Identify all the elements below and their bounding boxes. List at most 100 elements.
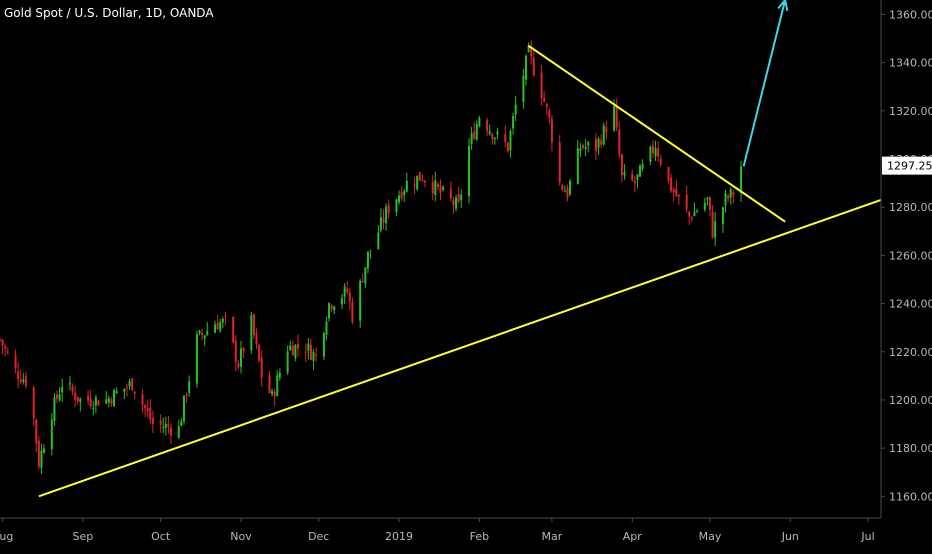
candle xyxy=(294,344,297,362)
y-tick-label: 1360.000 xyxy=(889,8,932,21)
candle xyxy=(133,391,136,400)
candle xyxy=(558,135,561,186)
candle-body xyxy=(594,138,597,151)
y-tick-label: 1260.000 xyxy=(889,249,932,262)
candle-body xyxy=(35,419,38,444)
candle-body xyxy=(582,145,585,149)
candle-body xyxy=(359,280,362,321)
candle xyxy=(296,334,299,357)
candle-body xyxy=(470,133,473,145)
candle xyxy=(1,339,4,355)
candle xyxy=(703,197,706,212)
candle-body xyxy=(291,345,294,356)
candle xyxy=(486,117,489,136)
candle xyxy=(721,206,724,234)
candle-body xyxy=(195,334,198,384)
candle-body xyxy=(92,407,95,409)
last-price-tag: 1297.256 xyxy=(882,156,932,175)
candle-body xyxy=(348,292,351,302)
x-tick-label: Mar xyxy=(542,530,563,543)
candle xyxy=(146,399,149,418)
candle xyxy=(0,338,1,343)
candle xyxy=(416,175,419,191)
candle-body xyxy=(398,195,401,203)
x-tick-label: Nov xyxy=(230,530,252,543)
candle xyxy=(672,186,675,202)
candle-body xyxy=(605,126,608,133)
candle xyxy=(94,395,97,414)
candle-body xyxy=(721,207,724,225)
candle-body xyxy=(403,190,406,196)
candle xyxy=(620,153,623,183)
candle-body xyxy=(369,250,372,252)
candle-body xyxy=(74,392,77,400)
candle xyxy=(242,346,245,359)
candle xyxy=(475,120,478,141)
candle xyxy=(468,138,471,204)
candle xyxy=(708,196,711,216)
candle-body xyxy=(144,405,147,409)
candle xyxy=(400,185,403,201)
candle-body xyxy=(37,440,40,467)
candle-body xyxy=(250,315,253,351)
candle xyxy=(330,304,333,313)
candle xyxy=(141,389,144,414)
candle-body xyxy=(234,340,237,362)
candle-body xyxy=(79,398,82,402)
candle xyxy=(470,126,473,150)
candle-body xyxy=(131,378,134,391)
candle-body xyxy=(488,131,491,135)
candle-body xyxy=(416,175,419,190)
candle xyxy=(657,141,660,162)
candle-body xyxy=(149,407,152,420)
y-tick-label: 1220.000 xyxy=(889,346,932,359)
candle-body xyxy=(141,394,144,405)
candle-body xyxy=(239,348,242,367)
candle-body xyxy=(379,217,382,231)
candle xyxy=(304,343,307,363)
candle xyxy=(543,91,546,103)
candle-body xyxy=(561,184,564,190)
y-tick-label: 1280.000 xyxy=(889,201,932,214)
candle-body xyxy=(667,167,670,182)
candle xyxy=(348,288,351,310)
candle xyxy=(14,349,17,373)
candle xyxy=(442,185,445,192)
candle xyxy=(714,211,717,246)
candle xyxy=(696,208,699,213)
candle-body xyxy=(1,339,4,346)
candle-body xyxy=(436,183,439,187)
candle xyxy=(206,322,209,336)
candle xyxy=(561,183,564,192)
candle-body xyxy=(439,185,442,193)
candle-body xyxy=(203,335,206,339)
candle xyxy=(496,127,499,140)
candle xyxy=(639,164,642,177)
candle-body xyxy=(125,386,128,388)
candle xyxy=(40,443,43,474)
candle xyxy=(597,137,600,155)
candle xyxy=(423,179,426,188)
candle xyxy=(271,388,274,397)
candle-body xyxy=(19,379,22,383)
x-tick-label: Feb xyxy=(470,530,489,543)
candle xyxy=(322,331,325,360)
candle-body xyxy=(278,372,281,378)
candle-body xyxy=(43,448,46,453)
candle xyxy=(724,190,727,213)
candle xyxy=(325,316,328,340)
falling-resistance-line xyxy=(528,44,786,223)
candle-body xyxy=(727,195,730,199)
candle-body xyxy=(56,394,59,399)
candle-body xyxy=(252,314,255,336)
candle xyxy=(587,141,590,153)
candle-body xyxy=(677,194,680,197)
candle xyxy=(74,385,77,408)
candle xyxy=(379,208,382,233)
candle xyxy=(125,383,128,397)
candle-body xyxy=(296,343,299,349)
projection-arrow-head xyxy=(777,0,789,11)
candle-body xyxy=(123,388,126,392)
